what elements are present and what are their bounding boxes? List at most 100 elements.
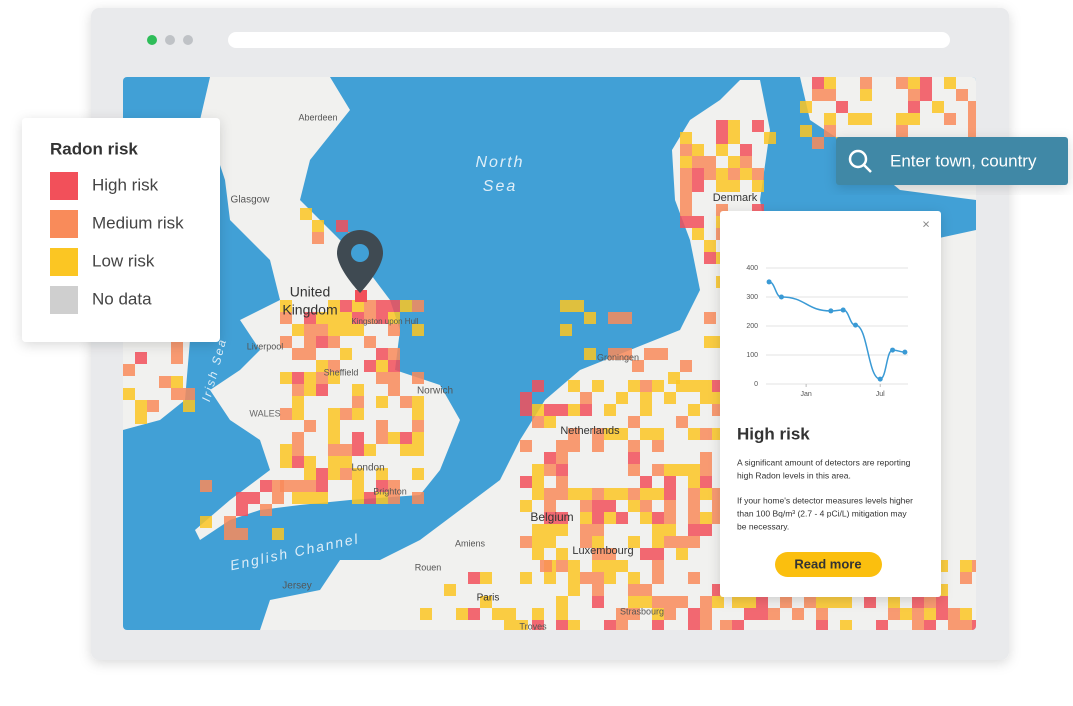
risk-cell <box>716 180 728 192</box>
legend-swatch <box>50 172 78 200</box>
risk-cell <box>544 524 556 536</box>
risk-cell <box>304 420 316 432</box>
map-label: Glasgow <box>231 195 271 206</box>
read-more-button[interactable] <box>775 552 882 577</box>
risk-cell <box>620 348 632 360</box>
risk-cell <box>932 101 944 113</box>
risk-cell <box>388 480 400 492</box>
risk-cell <box>123 388 135 400</box>
risk-cell <box>640 476 652 488</box>
risk-cell <box>688 380 700 392</box>
risk-cell <box>688 476 700 488</box>
risk-cell <box>592 428 604 440</box>
risk-cell <box>652 464 664 476</box>
risk-cell <box>135 400 147 412</box>
risk-cell <box>292 396 304 408</box>
risk-cell <box>712 596 724 608</box>
risk-grid <box>123 77 976 630</box>
risk-cell <box>388 360 400 372</box>
risk-cell <box>608 312 620 324</box>
address-bar[interactable] <box>228 32 950 48</box>
risk-cell <box>640 488 652 500</box>
risk-cell <box>540 560 552 572</box>
risk-cell <box>236 492 248 504</box>
risk-cell <box>688 464 700 476</box>
risk-cell <box>652 548 664 560</box>
risk-cell <box>716 168 728 180</box>
risk-cell <box>544 404 556 416</box>
risk-cell <box>364 312 376 324</box>
risk-cell <box>171 388 183 400</box>
search-box[interactable] <box>836 137 1068 185</box>
risk-cell <box>592 560 604 572</box>
risk-cell <box>388 300 400 312</box>
risk-cell <box>664 464 676 476</box>
risk-cell <box>728 120 740 132</box>
risk-cell <box>840 620 852 630</box>
popup-text: If your home's detector measures levels … <box>737 495 913 505</box>
risk-cell <box>572 300 584 312</box>
risk-cell <box>604 404 616 416</box>
risk-cell <box>604 572 616 584</box>
risk-cell <box>812 77 824 89</box>
risk-cell <box>628 452 640 464</box>
close-button[interactable]: × <box>922 216 930 231</box>
risk-cell <box>328 360 340 372</box>
risk-cell <box>592 584 604 596</box>
risk-cell <box>640 392 652 404</box>
popup: × 0 100 200 300 400 Jan Jul High risk A signif… <box>720 211 941 597</box>
risk-cell <box>224 528 236 540</box>
risk-cell <box>816 620 828 630</box>
risk-cell <box>652 536 664 548</box>
risk-cell <box>728 180 740 192</box>
search[interactable]: Enter town, country <box>836 137 1068 185</box>
map-label: Kingdom <box>282 302 337 318</box>
risk-cell <box>828 596 840 608</box>
map-label: Brighton <box>373 486 407 496</box>
risk-cell <box>316 312 328 324</box>
risk-cell <box>544 572 556 584</box>
risk-cell <box>640 584 652 596</box>
risk-cell <box>280 456 292 468</box>
risk-cell <box>592 440 604 452</box>
risk-cell <box>280 312 292 324</box>
risk-cell <box>292 480 304 492</box>
risk-cell <box>936 596 948 608</box>
y-tick-label: 0 <box>754 381 758 388</box>
point <box>877 376 883 382</box>
risk-cell <box>260 480 272 492</box>
risk-cell <box>580 488 592 500</box>
risk-cell <box>328 444 340 456</box>
risk-cell <box>556 620 568 630</box>
risk-cell <box>664 596 676 608</box>
risk-cell <box>280 372 292 384</box>
risk-cell <box>328 420 340 432</box>
risk-cell <box>728 132 740 144</box>
risk-cell <box>912 596 924 608</box>
risk-cell <box>280 300 292 312</box>
risk-cell <box>896 113 908 125</box>
risk-cell <box>544 464 556 476</box>
risk-cell <box>628 536 640 548</box>
risk-cell <box>556 452 568 464</box>
risk-cell <box>376 468 388 480</box>
read-more-label[interactable]: Read more <box>794 556 861 571</box>
map-label: WALES <box>249 408 280 418</box>
risk-cell <box>568 380 580 392</box>
risk-cell <box>328 324 340 336</box>
risk-cell <box>680 204 692 216</box>
risk-cell <box>376 300 388 312</box>
risk-cell <box>688 488 700 500</box>
risk-cell <box>412 396 424 408</box>
search-placeholder[interactable]: Enter town, country <box>890 151 1037 170</box>
map-label: Sheffield <box>324 367 359 377</box>
risk-cell <box>352 300 364 312</box>
risk-cell <box>292 324 304 336</box>
risk-cell <box>456 608 468 620</box>
risk-cell <box>664 476 676 488</box>
risk-cell <box>764 132 776 144</box>
popup-text: be necessary. <box>737 521 789 531</box>
risk-cell <box>676 536 688 548</box>
risk-cell <box>376 312 388 324</box>
risk-cell <box>544 488 556 500</box>
